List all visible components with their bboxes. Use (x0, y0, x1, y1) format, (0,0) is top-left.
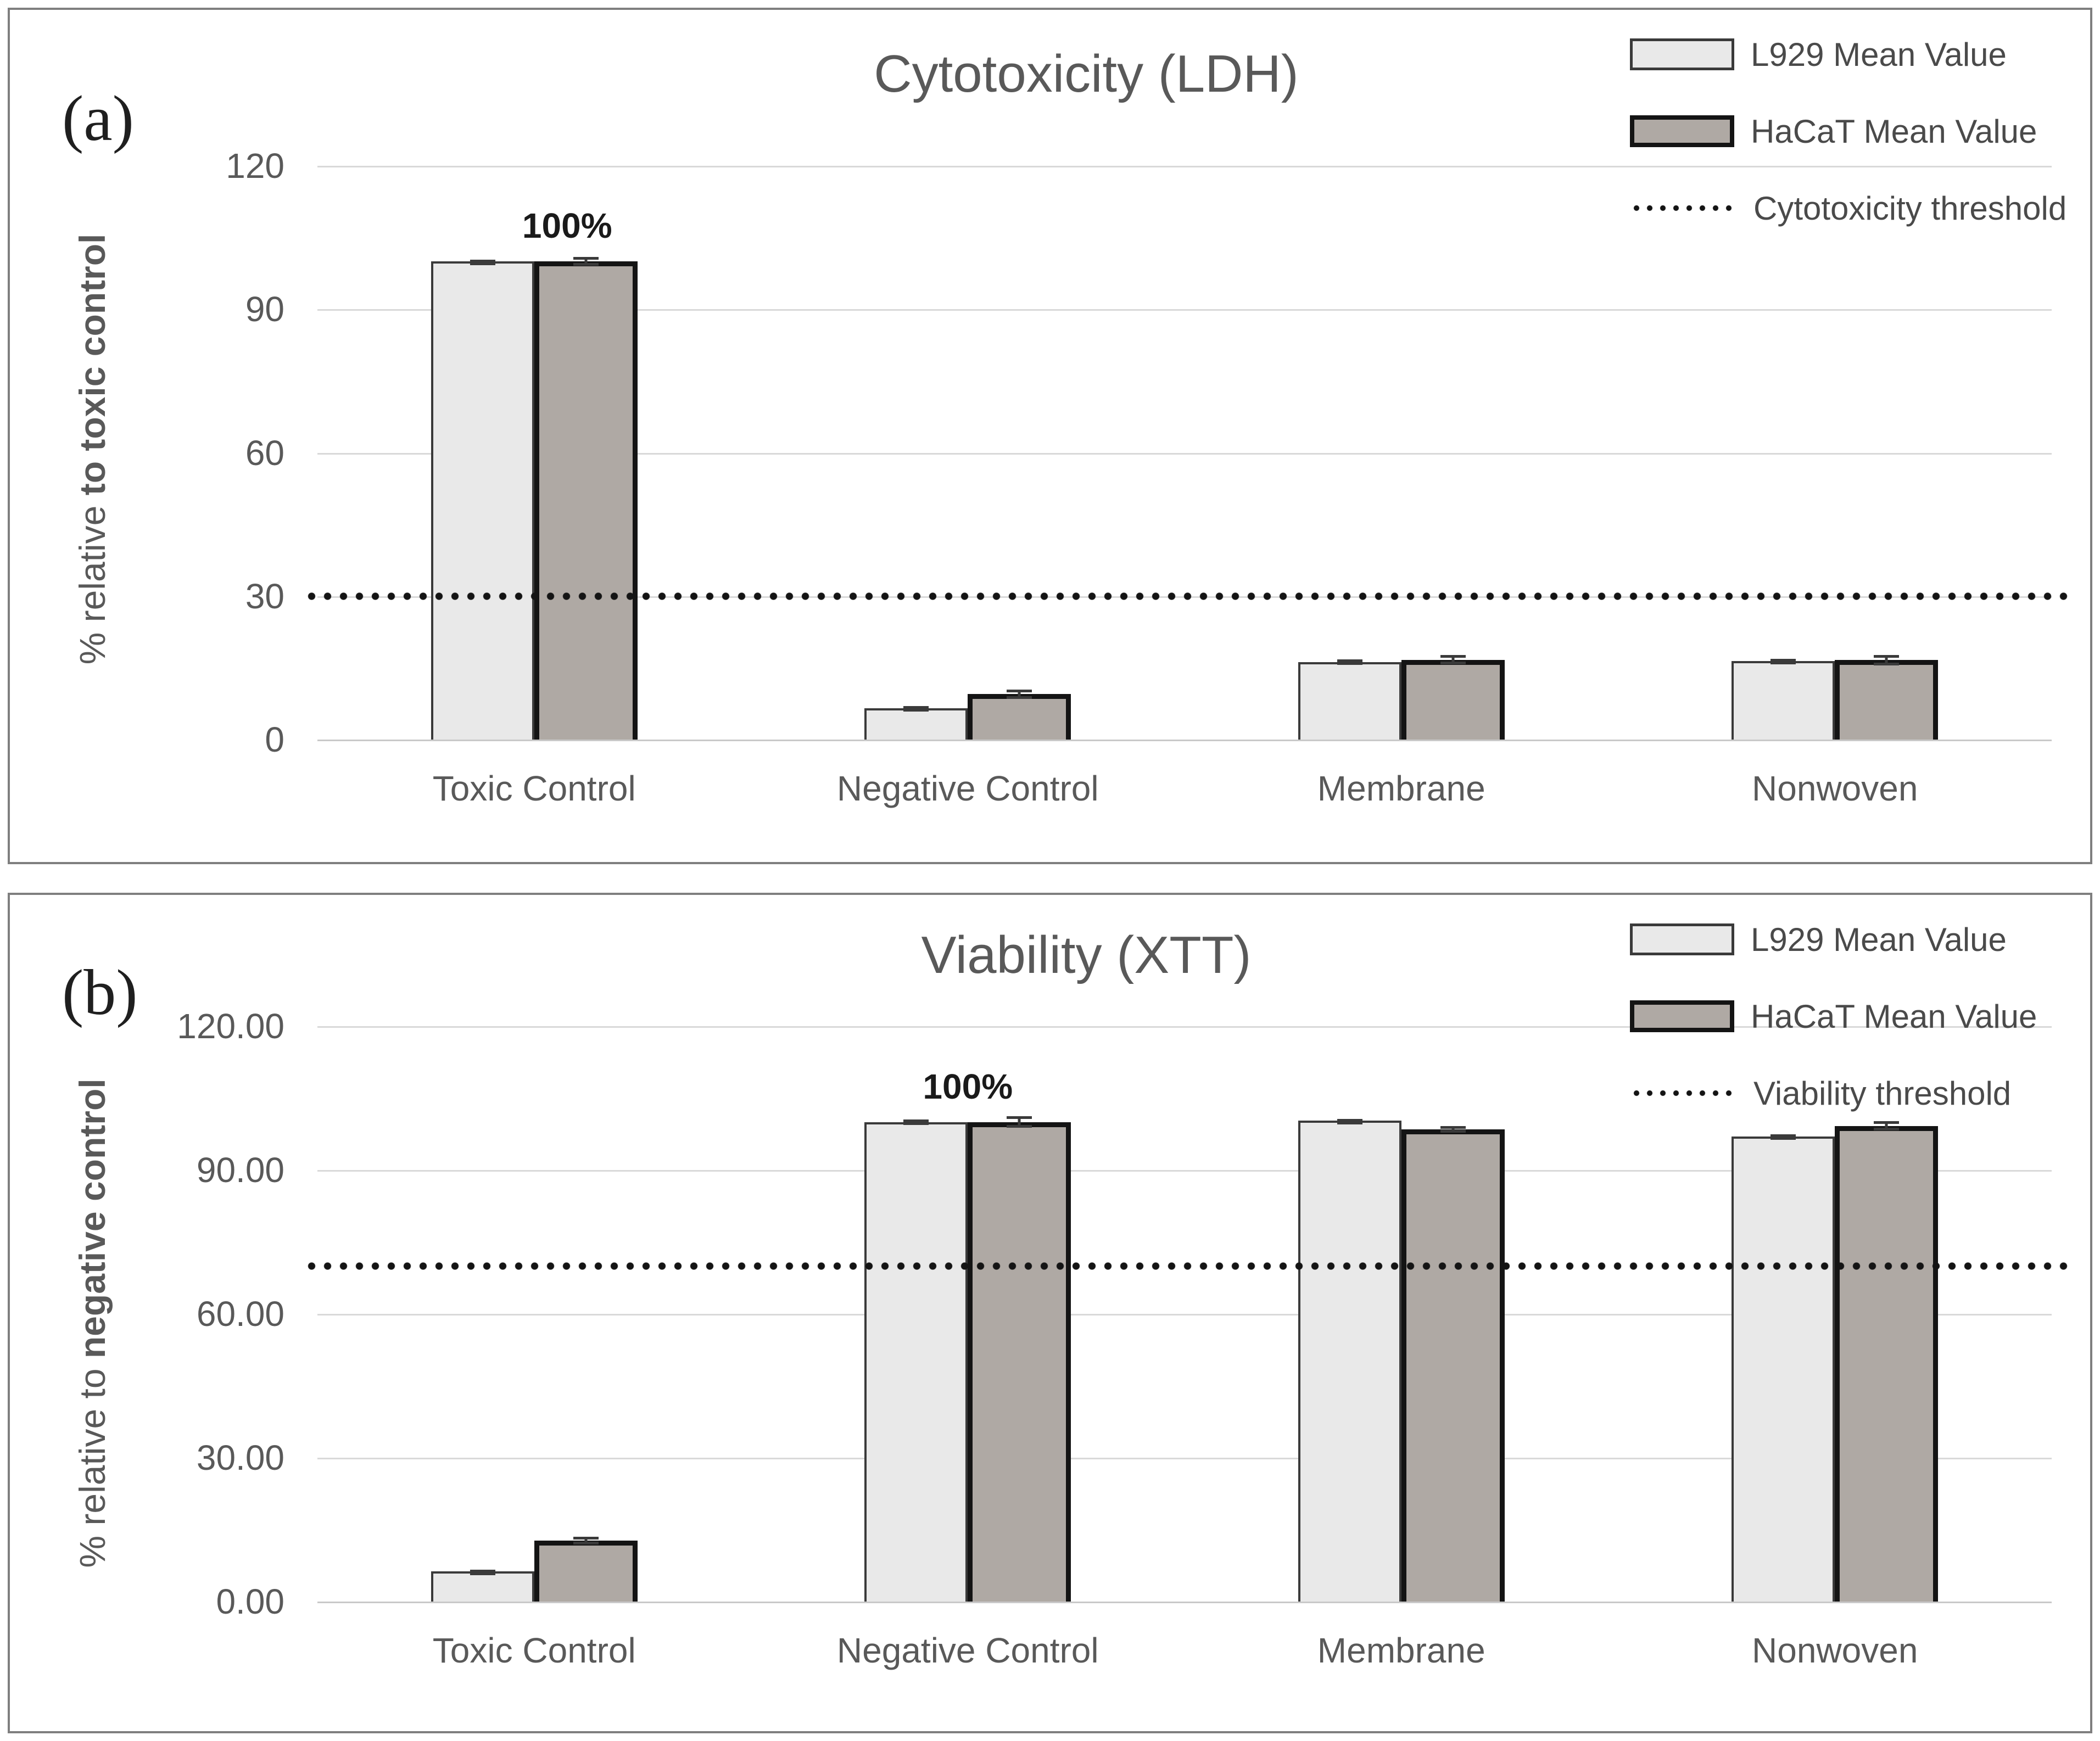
category-label: Negative Control (836, 1631, 1099, 1670)
bar-l929-1 (864, 708, 968, 740)
legend-swatch-hacat (1630, 1000, 1734, 1032)
chart-area-viability: 120.00 90.00 60.00 30.00 0.00 Toxic Control Ne… (177, 1006, 2071, 1670)
legend-item-hacat: HaCaT Mean Value (1630, 110, 2067, 153)
chart-title-xtt: Viability (XTT) (921, 926, 1252, 984)
error-bar-l929-2 (1337, 659, 1362, 665)
y-tick-label: 120 (226, 146, 284, 186)
legend-label-hacat: HaCaT Mean Value (1751, 998, 2037, 1035)
error-bar-l929-0 (470, 1570, 495, 1576)
legend-item-hacat: HaCaT Mean Value (1630, 995, 2037, 1038)
error-bar-l929-0 (470, 259, 495, 265)
bar-l929-0 (431, 261, 534, 740)
error-bar-l929-3 (1771, 1134, 1796, 1140)
legend-swatch-l929 (1630, 923, 1734, 955)
chart-area-cytotoxicity: 120 90 60 30 0 Toxic Control Negative Control M… (226, 146, 2071, 808)
error-bar-hacat-0 (573, 1537, 599, 1545)
bar-hacat-1 (968, 1122, 1071, 1602)
gridline-0 (317, 740, 2052, 741)
bar-l929-2 (1298, 1121, 1401, 1602)
legend-swatch-l929 (1630, 38, 1734, 70)
y-tick-label: 30 (245, 576, 284, 616)
bar-l929-2 (1298, 662, 1401, 740)
bar-hacat-0 (534, 1541, 638, 1602)
error-bar-hacat-0 (573, 257, 599, 266)
y-axis-title-b: % relative to negative control (71, 1078, 113, 1568)
value-annotation-100pct: 100% (522, 206, 612, 246)
legend-label-hacat: HaCaT Mean Value (1751, 113, 2037, 150)
error-bar-l929-1 (903, 1119, 929, 1126)
bar-hacat-0 (534, 261, 638, 740)
error-bar-hacat-1 (1007, 1116, 1032, 1128)
gridline-0 (317, 1602, 2052, 1603)
bar-l929-1 (864, 1122, 968, 1602)
y-tick-label: 120.00 (177, 1006, 284, 1046)
legend-label-threshold: Cytotoxicity threshold (1753, 189, 2067, 227)
legend-b: L929 Mean Value HaCaT Mean Value Viabili… (1630, 918, 2037, 1149)
legend-item-l929: L929 Mean Value (1630, 918, 2037, 961)
category-label: Membrane (1317, 769, 1485, 808)
panel-b-viability: (b) Viability (XTT) L929 Mean Value HaCa… (8, 893, 2092, 1733)
y-tick-label: 60 (245, 433, 284, 473)
error-bar-hacat-3 (1874, 1121, 1900, 1131)
dotted-line-icon (1630, 205, 1737, 211)
dotted-line-icon (1630, 1090, 1737, 1096)
value-annotation-100pct: 100% (923, 1066, 1013, 1106)
error-bar-l929-1 (903, 706, 929, 712)
legend-label-l929: L929 Mean Value (1751, 921, 2007, 958)
y-axis-title-a-normal: % relative (72, 495, 113, 665)
error-bar-hacat-3 (1874, 654, 1900, 666)
gridline-60 (317, 1314, 2052, 1315)
panel-label-a: (a) (62, 82, 134, 154)
gridline-90 (317, 309, 2052, 311)
legend-label-l929: L929 Mean Value (1751, 36, 2007, 73)
y-tick-label: 60.00 (196, 1294, 284, 1334)
y-tick-label: 0 (265, 720, 284, 759)
y-axis-title-b-normal: % relative to (72, 1358, 113, 1568)
category-label: Toxic Control (432, 1631, 636, 1670)
legend-item-threshold: Viability threshold (1630, 1072, 2037, 1115)
y-axis-title-a-bold: to toxic control (72, 233, 113, 496)
gridline-60 (317, 452, 2052, 455)
y-tick-label: 30.00 (196, 1438, 284, 1477)
bar-hacat-1 (968, 694, 1071, 740)
threshold-line (304, 1261, 2071, 1270)
category-label: Negative Control (836, 769, 1099, 808)
bar-l929-0 (431, 1571, 534, 1602)
error-bar-l929-3 (1771, 658, 1796, 664)
legend-label-threshold: Viability threshold (1753, 1074, 2012, 1112)
category-label: Nonwoven (1752, 769, 1918, 808)
legend-a: L929 Mean Value HaCaT Mean Value Cytotox… (1630, 33, 2067, 264)
legend-item-threshold: Cytotoxicity threshold (1630, 187, 2067, 229)
threshold-line (304, 591, 2071, 601)
chart-title-ldh: Cytotoxicity (LDH) (874, 44, 1299, 103)
y-tick-label: 90.00 (196, 1150, 284, 1190)
y-axis-title-a: % relative to toxic control (71, 234, 113, 665)
gridline-30 (317, 1458, 2052, 1459)
y-axis-title-b-bold: negative control (72, 1078, 113, 1359)
gridline-120 (317, 1026, 2052, 1028)
bar-l929-3 (1732, 661, 1835, 740)
legend-item-l929: L929 Mean Value (1630, 33, 2067, 76)
bar-l929-3 (1732, 1136, 1835, 1602)
error-bar-hacat-1 (1007, 689, 1032, 699)
category-label: Toxic Control (432, 769, 636, 808)
category-label: Nonwoven (1752, 1631, 1918, 1670)
bar-hacat-3 (1835, 1126, 1939, 1602)
bar-hacat-2 (1401, 1129, 1505, 1602)
bar-hacat-2 (1401, 659, 1505, 740)
bar-hacat-3 (1835, 660, 1939, 740)
error-bar-l929-2 (1337, 1118, 1362, 1124)
y-tick-label: 0.00 (216, 1582, 284, 1621)
error-bar-hacat-2 (1440, 654, 1466, 665)
error-bar-hacat-2 (1440, 1126, 1466, 1133)
panel-label-b: (b) (62, 956, 138, 1028)
gridline-90 (317, 1170, 2052, 1172)
gridline-120 (317, 166, 2052, 167)
y-tick-label: 90 (245, 289, 284, 329)
category-label: Membrane (1317, 1631, 1485, 1670)
legend-swatch-hacat (1630, 115, 1734, 147)
panel-a-cytotoxicity: (a) Cytotoxicity (LDH) L929 Mean Value H… (8, 8, 2092, 864)
